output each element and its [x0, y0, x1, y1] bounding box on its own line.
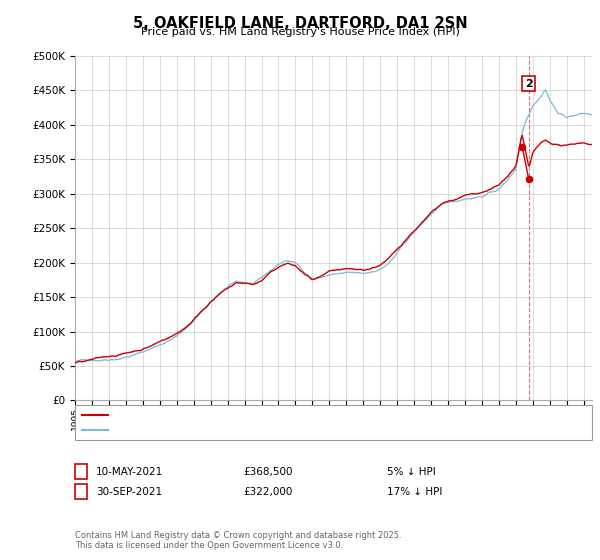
Text: Contains HM Land Registry data © Crown copyright and database right 2025.
This d: Contains HM Land Registry data © Crown c… [75, 531, 401, 550]
Text: Price paid vs. HM Land Registry's House Price Index (HPI): Price paid vs. HM Land Registry's House … [140, 27, 460, 37]
Text: 30-SEP-2021: 30-SEP-2021 [96, 487, 162, 497]
Text: 5, OAKFIELD LANE, DARTFORD, DA1 2SN (semi-detached house): 5, OAKFIELD LANE, DARTFORD, DA1 2SN (sem… [112, 409, 433, 419]
Text: 5, OAKFIELD LANE, DARTFORD, DA1 2SN: 5, OAKFIELD LANE, DARTFORD, DA1 2SN [133, 16, 467, 31]
Text: 2: 2 [77, 487, 85, 497]
Text: 10-MAY-2021: 10-MAY-2021 [96, 466, 163, 477]
Text: £322,000: £322,000 [243, 487, 292, 497]
Text: HPI: Average price, semi-detached house, Dartford: HPI: Average price, semi-detached house,… [112, 425, 366, 435]
Text: 5% ↓ HPI: 5% ↓ HPI [387, 466, 436, 477]
Text: 2: 2 [525, 78, 532, 88]
Text: £368,500: £368,500 [243, 466, 293, 477]
Text: 17% ↓ HPI: 17% ↓ HPI [387, 487, 442, 497]
Text: 1: 1 [77, 466, 85, 477]
